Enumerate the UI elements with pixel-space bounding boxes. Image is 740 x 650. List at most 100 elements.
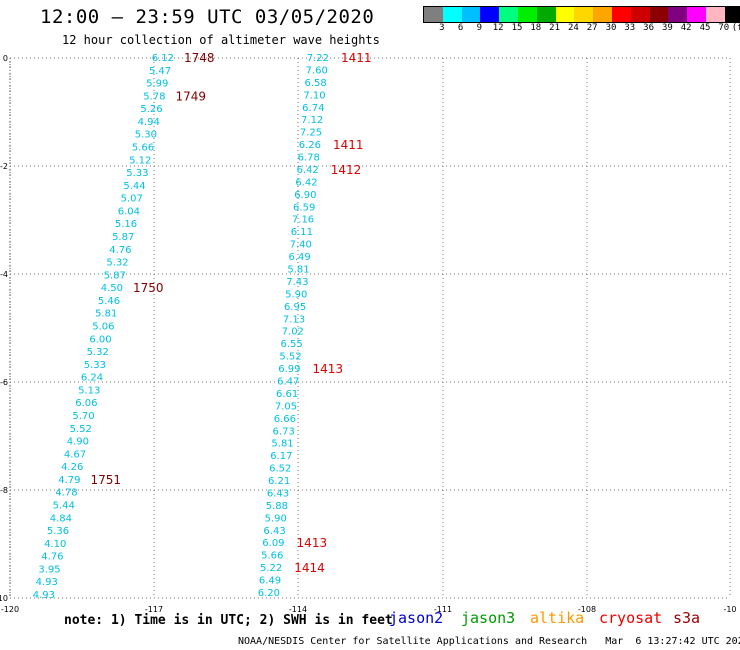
footer-note: note: 1) Time is in UTC; 2) SWH is in fe… — [64, 613, 393, 628]
wave-height-value: 6.17 — [270, 451, 292, 462]
observation-time-label: 1749 — [176, 89, 207, 103]
wave-height-value: 5.81 — [287, 265, 309, 276]
latitude-label: 0 — [3, 54, 8, 63]
wave-height-value: 7.60 — [306, 65, 328, 76]
color-scale-label: 6 — [457, 23, 464, 33]
observation-time-label: 1413 — [297, 536, 328, 550]
satellite-s3a-label: s3a — [673, 609, 701, 627]
wave-height-value: 6.99 — [278, 364, 300, 375]
wave-height-value: 5.88 — [266, 501, 288, 512]
color-swatch-1 — [442, 7, 462, 22]
wave-height-value: 6.55 — [281, 339, 303, 350]
wave-height-value: 5.70 — [72, 411, 94, 422]
wave-height-value: 5.32 — [106, 258, 128, 269]
wave-height-value: 5.07 — [121, 194, 143, 205]
wave-height-value: 5.33 — [84, 360, 106, 371]
longitude-label: -10 — [723, 605, 736, 614]
wave-height-value: 6.47 — [277, 376, 299, 387]
wave-height-value: 6.12 — [152, 53, 174, 64]
wave-height-value: 6.24 — [81, 373, 103, 384]
wave-height-value: 4.79 — [58, 475, 80, 486]
color-scale-label: 45 — [699, 23, 711, 33]
wave-height-value: 5.36 — [47, 526, 69, 537]
wave-height-value: 6.66 — [274, 414, 296, 425]
wave-height-color-scale — [423, 6, 740, 23]
wave-height-value: 5.52 — [279, 352, 301, 363]
color-swatch-7 — [555, 7, 575, 22]
latitude-label: -4 — [0, 270, 8, 279]
map-title: 12:00 – 23:59 UTC 03/05/2020 — [40, 6, 375, 28]
wave-height-value: 4.78 — [55, 488, 77, 499]
color-swatch-2 — [461, 7, 481, 22]
wave-height-value: 4.10 — [44, 539, 66, 550]
wave-height-value: 5.06 — [92, 322, 114, 333]
satellite-jason2-label: jason2 — [389, 609, 444, 627]
latitude-label: -10 — [0, 594, 8, 603]
wave-height-value: 5.32 — [87, 347, 109, 358]
wave-height-value: 7.02 — [282, 327, 304, 338]
color-swatch-16 — [724, 7, 740, 22]
wave-height-value: 5.46 — [98, 296, 120, 307]
wave-height-value: 4.93 — [33, 590, 55, 601]
wave-height-value: 6.74 — [302, 103, 324, 114]
wave-height-value: 5.90 — [285, 289, 307, 300]
wave-height-value: 5.78 — [143, 91, 165, 102]
color-swatch-8 — [574, 7, 594, 22]
latitude-label: -8 — [0, 486, 8, 495]
color-scale-label: 39 — [661, 23, 673, 33]
color-swatch-11 — [630, 7, 650, 22]
wave-height-value: 6.04 — [118, 206, 140, 217]
color-scale-label: 15 — [511, 23, 523, 33]
wave-height-value: 7.10 — [303, 90, 325, 101]
wave-height-value: 6.49 — [259, 576, 281, 587]
wave-height-value: 6.21 — [268, 476, 290, 487]
latitude-label: -6 — [0, 378, 8, 387]
wave-height-value: 7.12 — [301, 115, 323, 126]
wave-height-value: 7.25 — [300, 128, 322, 139]
wave-height-value: 6.52 — [269, 464, 291, 475]
observation-time-label: 1411 — [333, 138, 364, 152]
wave-height-value: 5.22 — [260, 563, 282, 574]
color-swatch-9 — [593, 7, 612, 22]
wave-height-value: 4.26 — [61, 462, 83, 473]
credit-line: NOAA/NESDIS Center for Satellite Applica… — [238, 636, 740, 647]
wave-height-value: 5.52 — [70, 424, 92, 435]
color-scale-label: 24 — [567, 23, 579, 33]
wave-height-value: 7.16 — [292, 215, 314, 226]
wave-height-value: 4.76 — [41, 552, 63, 563]
wave-height-value: 5.99 — [146, 79, 168, 90]
wave-height-value: 7.13 — [283, 314, 305, 325]
longitude-label: -111 — [434, 605, 452, 614]
wave-height-value: 4.93 — [36, 577, 58, 588]
wave-height-value: 6.95 — [284, 302, 306, 313]
color-swatch-12 — [649, 7, 669, 22]
wave-height-value: 6.42 — [296, 165, 318, 176]
wave-height-value: 5.90 — [265, 513, 287, 524]
wave-height-value: 7.05 — [275, 401, 297, 412]
color-scale-label: 18 — [530, 23, 542, 33]
wave-height-value: 5.47 — [149, 66, 171, 77]
wave-height-value: 4.76 — [109, 245, 131, 256]
longitude-label: -108 — [578, 605, 596, 614]
wave-height-value: 5.30 — [135, 130, 157, 141]
satellite-jason3-label: jason3 — [461, 609, 516, 627]
wave-height-value: 4.50 — [101, 283, 123, 294]
satellite-cryosat-label: cryosat — [599, 609, 663, 627]
map-subtitle: 12 hour collection of altimeter wave hei… — [62, 33, 380, 47]
wave-height-value: 5.87 — [112, 232, 134, 243]
color-swatch-13 — [668, 7, 688, 22]
color-scale-label: 30 — [605, 23, 617, 33]
color-scale-label: 3 — [439, 23, 445, 33]
wave-height-value: 3.95 — [38, 564, 60, 575]
wave-height-value: 6.26 — [299, 140, 321, 151]
wave-height-value: 6.90 — [294, 190, 316, 201]
color-swatch-3 — [480, 7, 500, 22]
wave-height-value: 6.09 — [262, 538, 284, 549]
wave-height-value: 7.40 — [290, 240, 312, 251]
wave-height-value: 6.11 — [291, 227, 313, 238]
color-swatch-4 — [499, 7, 518, 22]
observation-time-label: 1748 — [184, 51, 215, 65]
color-scale-label: 36 — [643, 23, 655, 33]
wave-height-value: 5.81 — [95, 309, 117, 320]
wave-height-value: 7.43 — [286, 277, 308, 288]
